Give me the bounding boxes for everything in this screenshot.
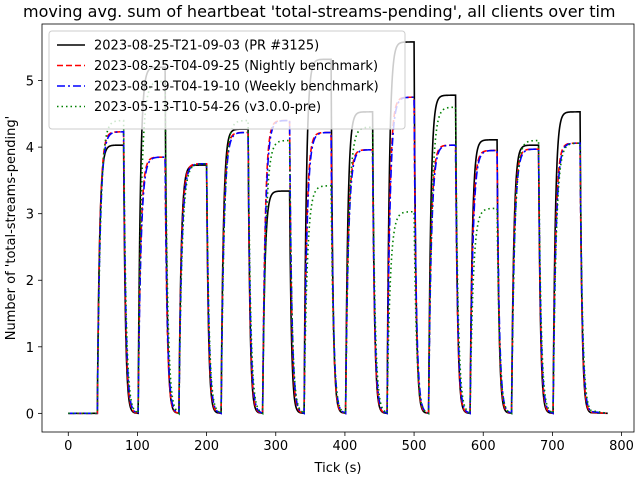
y-tick-label: 5	[26, 75, 34, 90]
x-tick-label: 0	[64, 439, 72, 454]
x-tick-label: 500	[402, 439, 427, 454]
y-tick-label: 4	[26, 141, 34, 156]
series-layer	[68, 41, 608, 416]
x-tick-label: 300	[263, 439, 288, 454]
plot-frame	[41, 23, 635, 433]
legend-entry: 2023-08-25-T04-09-25 (Nightly benchmark)	[94, 59, 378, 74]
x-tick-label: 100	[125, 439, 150, 454]
x-tick-label: 400	[333, 439, 358, 454]
legend: 2023-08-25-T21-09-03 (PR #3125) 2023-08-2…	[48, 30, 406, 130]
legend-entry: 2023-08-19-T04-19-10 (Weekly benchmark)	[94, 80, 379, 95]
y-axis: 0 1 2 3 4 5	[26, 75, 42, 422]
legend-box	[48, 30, 406, 130]
x-tick-label: 800	[609, 439, 634, 454]
x-tick-label: 700	[540, 439, 565, 454]
y-tick-label: 3	[26, 208, 34, 223]
chart-title: moving avg. sum of heartbeat 'total-stre…	[23, 2, 616, 21]
x-axis-label: Tick (s)	[314, 461, 362, 476]
legend-entry: 2023-05-13-T10-54-26 (v3.0.0-pre)	[94, 100, 321, 115]
y-tick-label: 2	[26, 274, 34, 289]
y-axis-label: Number of 'total-streams-pending'	[4, 116, 19, 340]
legend-entry: 2023-08-25-T21-09-03 (PR #3125)	[94, 39, 319, 54]
series-line	[68, 80, 608, 416]
y-tick-label: 0	[26, 407, 34, 422]
x-tick-label: 600	[471, 439, 496, 454]
x-axis: 0 100 200 300 400 500 600 700 800	[64, 432, 634, 454]
x-tick-label: 200	[194, 439, 219, 454]
y-tick-label: 1	[26, 341, 34, 356]
